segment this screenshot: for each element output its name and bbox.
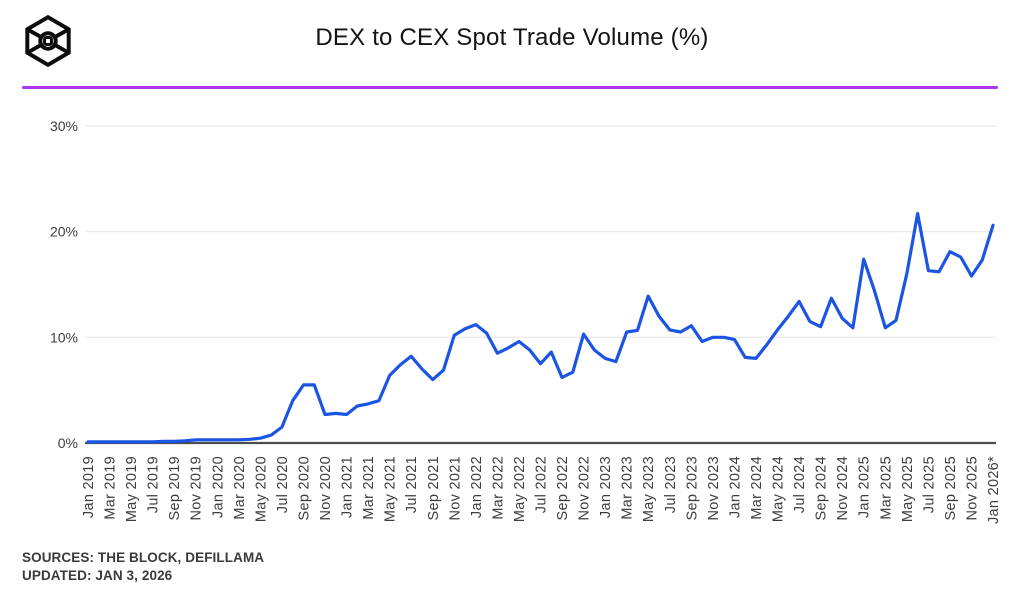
x-tick-label: Nov 2019 bbox=[189, 456, 205, 520]
x-tick-label: Sep 2022 bbox=[555, 456, 571, 521]
x-tick-label: May 2023 bbox=[641, 456, 657, 522]
x-tick-label: Nov 2020 bbox=[318, 456, 334, 520]
x-tick-label: May 2021 bbox=[383, 456, 399, 522]
x-tick-label: Jul 2025 bbox=[921, 456, 937, 513]
x-tick-label: Mar 2021 bbox=[361, 456, 377, 520]
x-tick-label: Jan 2019 bbox=[81, 456, 97, 518]
x-tick-label: Sep 2024 bbox=[814, 456, 830, 521]
x-tick-label: Jul 2019 bbox=[146, 456, 162, 513]
y-tick-label-10: 10% bbox=[50, 329, 78, 345]
x-tick-label: Nov 2021 bbox=[447, 456, 463, 520]
x-tick-label: Nov 2022 bbox=[577, 456, 593, 520]
chart-footer: SOURCES: THE BLOCK, DEFILLAMA UPDATED: J… bbox=[22, 549, 264, 584]
x-tick-label: Sep 2023 bbox=[684, 456, 700, 521]
x-tick-label: Mar 2024 bbox=[749, 456, 765, 520]
chart-title: DEX to CEX Spot Trade Volume (%) bbox=[315, 24, 709, 51]
y-tick-label-30: 30% bbox=[50, 118, 78, 134]
x-tick-label: Jul 2023 bbox=[663, 456, 679, 513]
x-tick-label: May 2020 bbox=[253, 456, 269, 522]
x-tick-label: May 2019 bbox=[124, 456, 140, 522]
x-tick-label: Nov 2025 bbox=[964, 456, 980, 520]
x-tick-label: Jul 2020 bbox=[275, 456, 291, 513]
updated-line: UPDATED: JAN 3, 2026 bbox=[22, 567, 173, 583]
x-tick-label: Jan 2023 bbox=[598, 456, 614, 518]
x-tick-label: Sep 2025 bbox=[943, 456, 959, 521]
x-tick-label: Nov 2023 bbox=[706, 456, 722, 520]
y-tick-label-20: 20% bbox=[50, 224, 78, 240]
x-tick-label: May 2025 bbox=[900, 456, 916, 522]
x-tick-label: Jul 2024 bbox=[792, 456, 808, 513]
x-tick-label: May 2024 bbox=[771, 456, 787, 522]
x-tick-label: Jul 2022 bbox=[534, 456, 550, 513]
dex-cex-trend-line bbox=[86, 212, 995, 444]
x-tick-label: Jan 2026* bbox=[986, 456, 1002, 524]
x-tick-label: Jan 2025 bbox=[857, 456, 873, 518]
the-block-logo-icon bbox=[25, 14, 71, 68]
sources-line: SOURCES: THE BLOCK, DEFILLAMA bbox=[22, 550, 265, 565]
x-tick-label: Mar 2023 bbox=[620, 456, 636, 520]
x-tick-label: Jan 2020 bbox=[210, 456, 226, 518]
x-tick-label: Jul 2021 bbox=[404, 456, 420, 513]
x-tick-label: May 2022 bbox=[512, 456, 528, 522]
logo-square-hole bbox=[42, 35, 54, 47]
x-tick-label: Jan 2024 bbox=[727, 456, 743, 518]
x-tick-label: Sep 2019 bbox=[167, 456, 183, 521]
y-tick-label-0: 0% bbox=[58, 435, 78, 451]
title-divider bbox=[22, 86, 998, 89]
x-tick-label: Mar 2022 bbox=[490, 456, 506, 520]
x-tick-label: Jan 2021 bbox=[340, 456, 356, 518]
x-tick-label: Mar 2019 bbox=[103, 456, 119, 520]
x-tick-label: Mar 2020 bbox=[232, 456, 248, 520]
x-tick-label: Sep 2020 bbox=[296, 456, 312, 521]
x-tick-label: Jan 2022 bbox=[469, 456, 485, 518]
x-tick-label: Mar 2025 bbox=[878, 456, 894, 520]
x-tick-label: Nov 2024 bbox=[835, 456, 851, 520]
x-tick-label: Sep 2021 bbox=[426, 456, 442, 521]
